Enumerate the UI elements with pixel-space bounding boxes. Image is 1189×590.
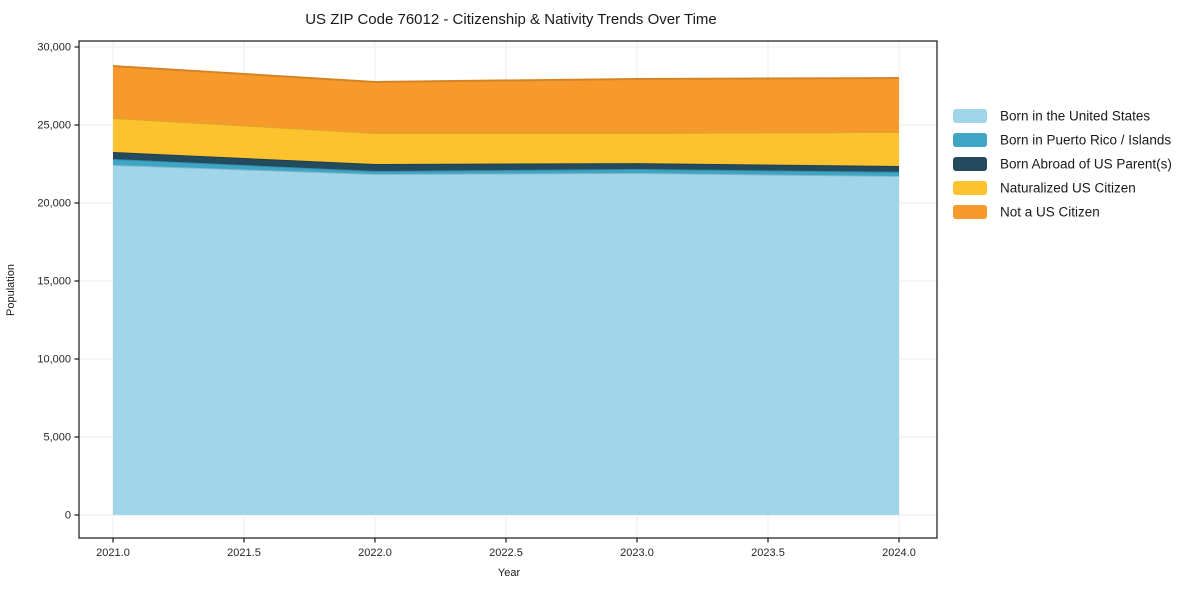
x-tick-label: 2022.0 (358, 547, 392, 559)
x-tick-labels: 2021.0 2021.5 2022.0 2022.5 2023.0 2023.5 2024… (96, 547, 916, 559)
legend-label-0: Born in the United States (1000, 109, 1150, 124)
area-series-4 (113, 66, 899, 133)
legend-swatch-3 (953, 181, 987, 195)
y-tick-labels: 0 5,000 10,000 15,000 20,000 25,000 30,000 (37, 42, 71, 522)
area-top-edge-4 (112, 65, 900, 83)
plot-border (78, 40, 938, 539)
axes-box (78, 40, 938, 539)
tick-marks (74, 46, 900, 543)
area-series-2 (113, 151, 899, 172)
y-tick-label: 15,000 (37, 276, 71, 288)
legend-label-1: Born in Puerto Rico / Islands (1000, 133, 1171, 148)
x-tick-label: 2023.0 (620, 547, 654, 559)
area-series (112, 65, 900, 515)
y-tick-label: 5,000 (43, 432, 71, 444)
x-tick-label: 2022.5 (489, 547, 523, 559)
y-tick-label: 30,000 (37, 42, 71, 54)
legend-swatch-2 (953, 157, 987, 171)
legend-swatch-0 (953, 109, 987, 123)
x-tick-label: 2021.5 (227, 547, 261, 559)
area-series-1 (113, 159, 899, 177)
y-axis-label: Population (5, 264, 17, 316)
legend-label-2: Born Abroad of US Parent(s) (1000, 157, 1172, 172)
legend: Born in the United States Born in Puerto … (953, 109, 1172, 220)
legend-label-4: Not a US Citizen (1000, 205, 1100, 220)
chart-title: US ZIP Code 76012 - Citizenship & Nativi… (305, 11, 717, 28)
y-tick-label: 0 (65, 510, 71, 522)
y-tick-label: 10,000 (37, 354, 71, 366)
x-tick-label: 2021.0 (96, 547, 130, 559)
x-tick-label: 2024.0 (882, 547, 916, 559)
x-axis-label: Year (498, 567, 521, 579)
area-series-0 (113, 164, 899, 515)
x-tick-label: 2023.5 (751, 547, 785, 559)
legend-swatch-1 (953, 133, 987, 147)
y-tick-label: 25,000 (37, 120, 71, 132)
legend-swatch-4 (953, 205, 987, 219)
y-tick-label: 20,000 (37, 198, 71, 210)
legend-label-3: Naturalized US Citizen (1000, 181, 1136, 196)
